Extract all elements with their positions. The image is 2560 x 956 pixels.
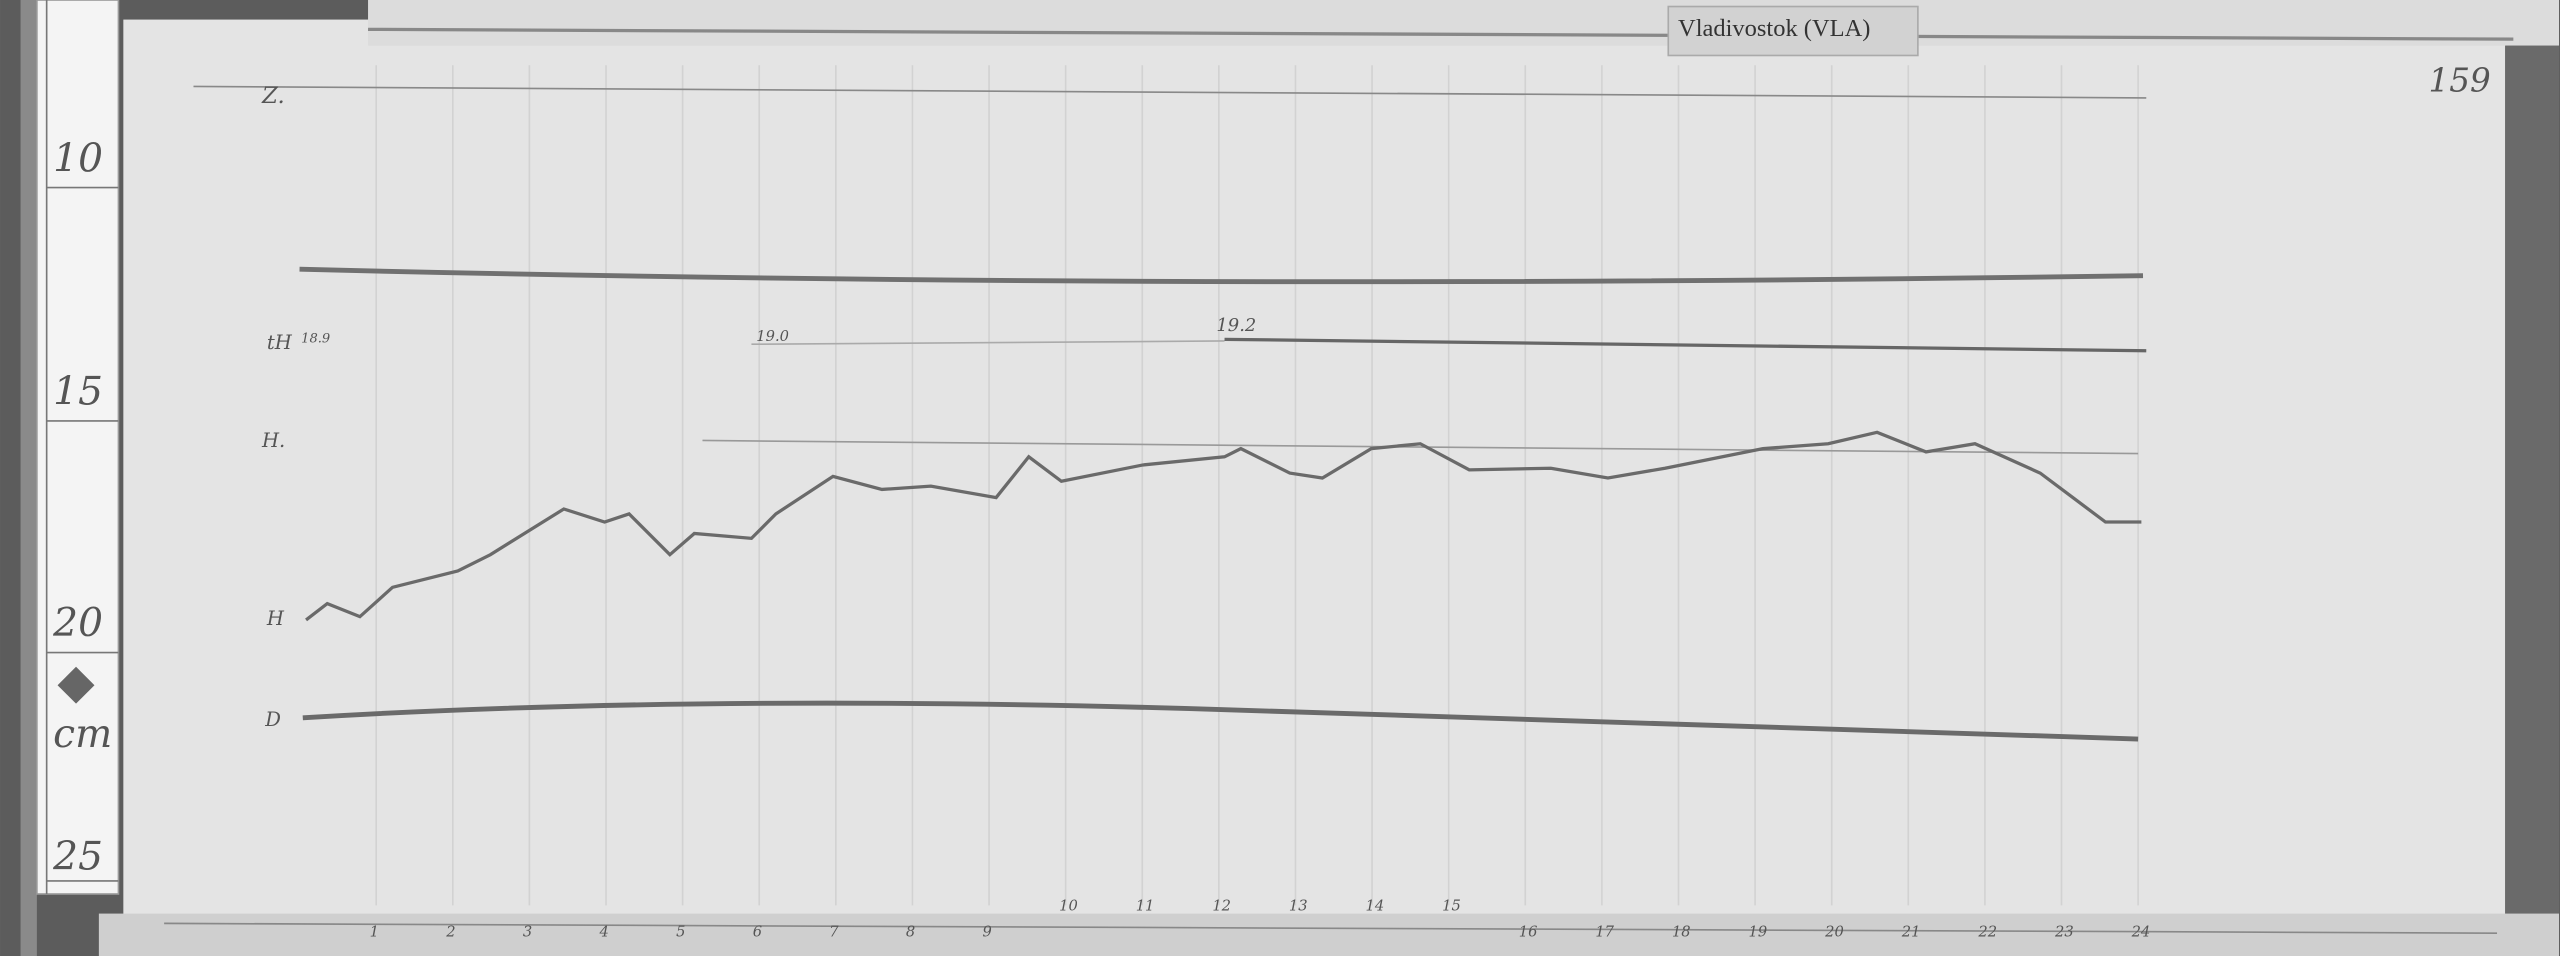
hour-label: 13 — [1289, 897, 1308, 914]
trace-label: H — [266, 607, 285, 630]
hour-label: 3 — [523, 923, 532, 940]
trace-label: 19.0 — [756, 328, 789, 345]
hour-label: 18 — [1672, 923, 1691, 940]
ruler-label: 20 — [52, 601, 103, 646]
hour-label: 2 — [445, 923, 455, 940]
h-trace — [305, 430, 2142, 622]
right-edge — [2505, 45, 2560, 927]
ruler-label: 15 — [53, 370, 103, 415]
hour-label: 22 — [1977, 923, 1997, 940]
hour-label: 23 — [2054, 923, 2074, 940]
hour-label: 6 — [753, 923, 762, 940]
frame-edge — [20, 0, 37, 956]
hour-label: 16 — [1519, 923, 1538, 940]
hour-label: 11 — [1136, 897, 1155, 914]
z-baseline — [193, 85, 2147, 99]
hour-label: 4 — [598, 923, 608, 940]
trace-label: Z. — [261, 83, 285, 109]
ruler-unit: cm — [53, 712, 112, 757]
ruler — [36, 0, 120, 895]
trace-label: 19.2 — [1216, 315, 1256, 336]
hour-label: 8 — [906, 923, 915, 940]
hour-label: 5 — [676, 923, 685, 940]
bottom-strip — [98, 913, 2560, 956]
hour-label: 19 — [1749, 923, 1768, 940]
paper — [123, 19, 2506, 917]
hour-label: 14 — [1366, 897, 1385, 914]
trace-label: 18.9 — [301, 332, 330, 347]
hour-label: 9 — [983, 923, 992, 940]
ruler-label: 25 — [52, 835, 103, 880]
z-trace — [299, 266, 2144, 285]
ruler-divisions — [45, 0, 119, 895]
hour-label: 1 — [370, 923, 379, 940]
station-name: Vladivostok (VLA) — [1678, 15, 1870, 42]
trace-label: D — [264, 708, 281, 731]
hour-label: 15 — [1442, 897, 1461, 914]
hour-label: 12 — [1212, 897, 1231, 914]
page-number: 159 — [2429, 61, 2491, 99]
trace-label: H. — [261, 429, 285, 452]
hour-label: 20 — [1824, 923, 1844, 940]
t-line-faint — [751, 340, 1225, 346]
hour-label: 17 — [1595, 923, 1614, 940]
hour-label: 21 — [1901, 923, 1921, 940]
top-strip-line — [368, 27, 2514, 41]
station-box — [1667, 5, 1919, 57]
h-baseline — [702, 439, 2139, 455]
hour-grid — [375, 65, 2139, 906]
d-trace — [302, 700, 2139, 742]
hour-label: 24 — [2131, 923, 2151, 940]
temperature-trace — [1224, 337, 2147, 353]
trace-label: tH — [267, 331, 293, 354]
hour-label: 10 — [1059, 897, 1078, 914]
bottom-strip-line — [164, 922, 2498, 934]
hour-label: 7 — [829, 923, 839, 940]
ruler-label: 10 — [53, 136, 103, 181]
